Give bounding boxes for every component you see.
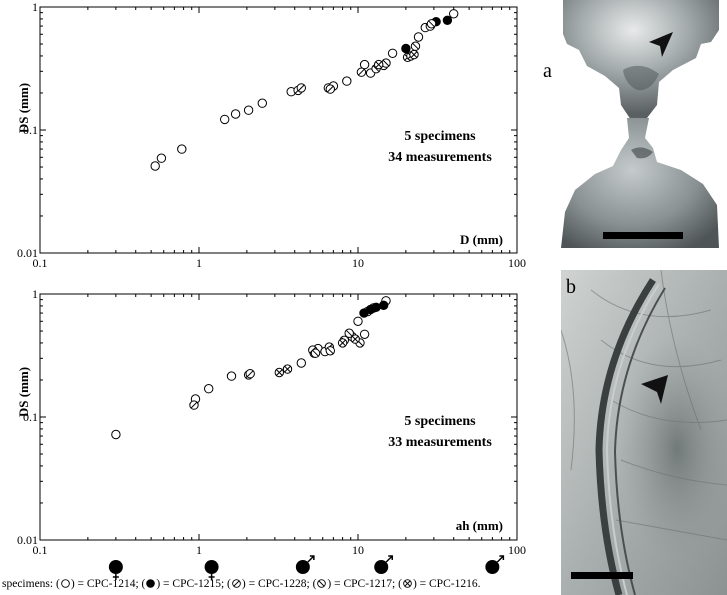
data-point-crossed-circle bbox=[337, 338, 348, 348]
legend-entry-2: ) = CPC-1215; ( bbox=[156, 578, 231, 590]
data-point-filled-circle bbox=[401, 43, 411, 54]
data-point-open-circle bbox=[257, 98, 267, 108]
male-symbol-icon bbox=[485, 555, 505, 574]
data-point-open-circle bbox=[387, 48, 398, 58]
male-symbol-icon bbox=[295, 555, 315, 574]
data-point-open-circle bbox=[204, 384, 214, 394]
y-tick-label: 1 bbox=[32, 287, 38, 301]
legend-backslashed-circle-icon bbox=[317, 579, 327, 588]
photo-panel-b bbox=[561, 270, 727, 595]
legend-crossed-circle-icon bbox=[403, 579, 412, 588]
legend-entry-3: ) = CPC-1228; ( bbox=[241, 578, 317, 590]
data-point-slashed-circle bbox=[356, 67, 367, 77]
data-point-crossed-circle bbox=[374, 59, 384, 70]
scale-bar-b bbox=[571, 572, 633, 579]
data-point-filled-circle bbox=[371, 302, 381, 312]
data-point-backslashed-circle bbox=[410, 41, 421, 51]
gender-symbol-row bbox=[108, 555, 505, 580]
data-point-open-circle bbox=[243, 105, 254, 115]
female-symbol-icon bbox=[108, 560, 123, 580]
data-point-open-circle bbox=[230, 109, 241, 119]
data-point-open-circle bbox=[177, 144, 187, 154]
arrowhead-marker-b bbox=[641, 375, 668, 404]
top-plot-points bbox=[150, 9, 459, 171]
data-point-slashed-circle bbox=[245, 369, 255, 379]
photo-panel-a bbox=[561, 0, 721, 248]
data-point-open-circle bbox=[111, 429, 121, 440]
male-symbol-icon bbox=[374, 555, 393, 574]
legend-entry-1: ) = CPC-1214; ( bbox=[70, 578, 146, 590]
data-point-open-circle bbox=[353, 316, 363, 326]
legend-prefix: specimens: ( bbox=[2, 578, 60, 590]
legend-open-circle-icon bbox=[61, 579, 70, 588]
scale-bar bbox=[603, 232, 683, 239]
data-point-open-circle bbox=[220, 114, 230, 125]
bottom-annotation-line-1: 5 specimens bbox=[404, 414, 476, 429]
x-tick-label: 100 bbox=[508, 256, 526, 270]
data-point-filled-circle bbox=[442, 15, 453, 25]
x-tick-label: 1 bbox=[196, 256, 202, 270]
data-point-slashed-circle bbox=[296, 83, 306, 93]
x-tick-label: 100 bbox=[508, 543, 526, 557]
female-symbol-icon bbox=[204, 560, 219, 580]
data-point-open-circle bbox=[413, 32, 424, 42]
data-point-open-circle bbox=[359, 329, 370, 339]
bottom-y-axis-label: DS (mm) bbox=[16, 367, 31, 417]
panel-label-b: b bbox=[566, 276, 576, 298]
data-point-open-circle bbox=[449, 9, 459, 19]
bottom-plot-points bbox=[111, 296, 391, 440]
legend-entry-5: ) = CPC-1216. bbox=[412, 578, 481, 590]
septal-neck-photo bbox=[561, 0, 719, 248]
data-point-backslashed-circle bbox=[325, 346, 335, 356]
top-y-axis-label: DS (mm) bbox=[16, 83, 31, 133]
x-tick-label: 1 bbox=[196, 543, 202, 557]
data-point-open-circle bbox=[226, 371, 237, 381]
data-point-crossed-circle bbox=[409, 49, 419, 60]
y-tick-label: 0.01 bbox=[17, 246, 38, 260]
data-point-backslashed-circle bbox=[310, 348, 321, 358]
data-point-crossed-circle bbox=[350, 334, 360, 344]
x-tick-label: 0.1 bbox=[33, 543, 48, 557]
data-point-crossed-circle bbox=[282, 364, 293, 374]
data-point-crossed-circle bbox=[274, 367, 284, 378]
y-tick-label: 1 bbox=[32, 0, 38, 14]
panel-label-a: a bbox=[543, 60, 552, 82]
top-annotation-line-1: 5 specimens bbox=[404, 129, 476, 144]
x-tick-label: 10 bbox=[352, 543, 364, 557]
legend-entry-4: ) = CPC-1217; ( bbox=[327, 578, 402, 590]
data-point-filled-circle bbox=[379, 300, 389, 310]
specimen-legend: specimens: ( ) = CPC-1214; ( ) = CPC-1215;… bbox=[2, 578, 727, 590]
data-point-backslashed-circle bbox=[426, 19, 437, 29]
legend-slashed-circle-icon bbox=[232, 579, 241, 588]
x-tick-label: 10 bbox=[352, 256, 364, 270]
data-point-open-circle bbox=[156, 153, 167, 163]
data-point-open-circle bbox=[342, 76, 352, 86]
data-point-open-circle bbox=[150, 161, 160, 171]
top-x-axis-label: D (mm) bbox=[460, 232, 503, 247]
data-point-open-circle bbox=[296, 358, 306, 368]
x-tick-label: 0.1 bbox=[33, 256, 48, 270]
siphuncle-photo bbox=[561, 270, 727, 595]
y-tick-label: 0.1 bbox=[23, 410, 38, 424]
y-tick-label: 0.01 bbox=[17, 533, 38, 547]
bottom-x-axis-label: ah (mm) bbox=[456, 518, 503, 533]
data-point-slashed-circle bbox=[189, 400, 199, 410]
legend-filled-circle-icon bbox=[146, 579, 156, 588]
bottom-annotation-line-2: 33 measurements bbox=[388, 435, 492, 450]
top-annotation-line-2: 34 measurements bbox=[388, 150, 492, 165]
data-point-slashed-circle bbox=[325, 84, 335, 94]
arrowhead-marker bbox=[649, 32, 673, 57]
y-tick-label: 0.1 bbox=[23, 123, 38, 137]
